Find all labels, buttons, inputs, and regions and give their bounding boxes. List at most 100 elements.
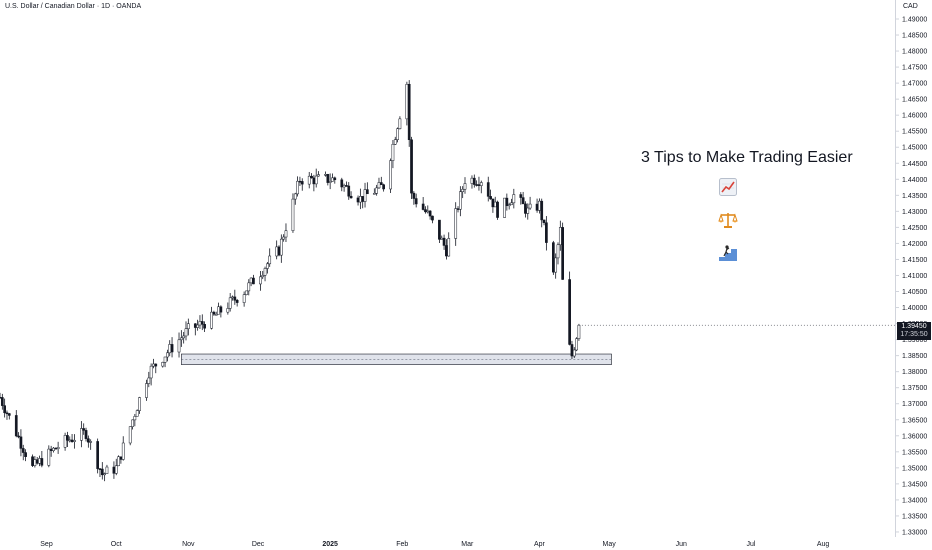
candle-body — [389, 160, 392, 190]
candle-body — [493, 201, 497, 208]
candle-body — [63, 435, 67, 448]
price-tick-label: 1.43000 — [902, 209, 927, 216]
price-tick-label: 1.47000 — [902, 81, 927, 88]
candle-body — [196, 324, 199, 328]
price-tick-label: 1.34500 — [902, 481, 927, 488]
candle-body — [138, 397, 141, 411]
candle-body — [193, 323, 197, 328]
price-tick-label: 1.44500 — [902, 161, 927, 168]
candle-body — [347, 185, 351, 197]
price-tick-label: 1.40500 — [902, 289, 927, 296]
candle-body — [14, 415, 18, 437]
candle-body — [56, 447, 60, 449]
candle-body — [17, 435, 20, 438]
candle-body — [521, 197, 525, 205]
candle-body — [131, 419, 134, 427]
candle-body — [114, 465, 118, 474]
candle-body — [49, 448, 53, 451]
candle-body — [454, 208, 458, 239]
candle-body — [268, 255, 272, 265]
price-tick-label: 1.48000 — [902, 49, 927, 56]
time-tick-label: Oct — [111, 541, 122, 548]
candle-body — [228, 297, 232, 309]
candle-body — [379, 182, 383, 185]
candle-body — [135, 410, 139, 417]
candle-body — [154, 363, 158, 367]
candle-body — [200, 321, 204, 325]
candle-body — [503, 197, 506, 218]
bar-countdown: 17:35:50 — [900, 331, 928, 338]
time-tick-label: Jun — [676, 541, 687, 548]
candle-body — [73, 440, 76, 442]
candle-body — [212, 311, 216, 315]
candle-body — [149, 365, 153, 379]
price-tick-label: 1.38500 — [902, 353, 927, 360]
candle-body — [438, 219, 441, 240]
price-axis[interactable]: 1.33000 1.33500 1.34000 1.34500 1.35000 1.355… — [895, 17, 927, 537]
candle-body — [412, 192, 416, 199]
candle-body — [66, 435, 69, 441]
candle-body — [233, 296, 237, 301]
time-tick-label: Apr — [534, 541, 546, 548]
time-tick-label: Dec — [252, 541, 265, 548]
candle-body — [310, 175, 313, 179]
candle-body — [112, 466, 116, 474]
candle-body — [7, 413, 11, 416]
candle-body — [0, 397, 4, 406]
candle-body — [100, 468, 104, 476]
candle-body — [524, 203, 527, 214]
candle-body — [519, 194, 523, 198]
price-tick-label: 1.42500 — [902, 225, 927, 232]
last-price-badge: 1.39450 17:35:50 — [897, 322, 931, 340]
candle-body — [242, 294, 246, 303]
candle-body — [296, 180, 299, 195]
time-axis[interactable]: Sep Oct Nov Dec 2025 Feb Mar Apr May Jun Jul Aug — [40, 541, 829, 548]
candle-body — [410, 139, 413, 194]
candle-body — [40, 458, 44, 466]
price-tick-label: 1.48500 — [902, 33, 927, 40]
candle-body — [568, 279, 571, 345]
candle-body — [168, 344, 172, 354]
candle-body — [38, 458, 41, 464]
price-tick-label: 1.33500 — [902, 513, 927, 520]
candle-body — [328, 181, 332, 183]
candle-body — [298, 180, 302, 183]
candle-body — [398, 118, 402, 129]
balance-scale-icon — [718, 210, 738, 230]
price-tick-label: 1.36500 — [902, 417, 927, 424]
time-tick-label: Sep — [40, 541, 53, 548]
price-tick-label: 1.35500 — [902, 449, 927, 456]
candle-body — [119, 456, 123, 460]
candle-body — [52, 447, 55, 451]
candle-body — [0, 397, 2, 399]
price-tick-label: 1.34000 — [902, 497, 927, 504]
symbol-title[interactable]: U.S. Dollar / Canadian Dollar · 1D · OAN… — [5, 3, 142, 10]
candle-body — [128, 426, 132, 444]
candle-body — [33, 459, 37, 466]
candle-body — [145, 383, 148, 398]
candle-body — [382, 184, 385, 190]
candle-body — [552, 242, 555, 273]
candle-body — [96, 441, 100, 469]
candlestick-series — [0, 80, 895, 482]
candle-body — [180, 337, 183, 341]
climbing-steps-icon — [718, 243, 738, 263]
support-zone[interactable] — [181, 353, 612, 365]
candle-body — [275, 246, 279, 257]
candle-body — [456, 208, 460, 210]
candle-body — [105, 466, 109, 474]
candle-body — [282, 236, 285, 240]
candle-body — [147, 377, 151, 384]
candle-body — [447, 238, 451, 257]
candle-body — [426, 210, 430, 213]
candle-body — [475, 184, 478, 186]
price-tick-label: 1.47500 — [902, 65, 927, 72]
candle-body — [528, 203, 532, 209]
candle-body — [177, 339, 181, 353]
candle-body — [152, 363, 155, 367]
candle-body — [184, 328, 188, 337]
time-tick-label: Jul — [746, 541, 755, 548]
currency-label: CAD — [903, 3, 918, 10]
candle-body — [314, 175, 318, 185]
